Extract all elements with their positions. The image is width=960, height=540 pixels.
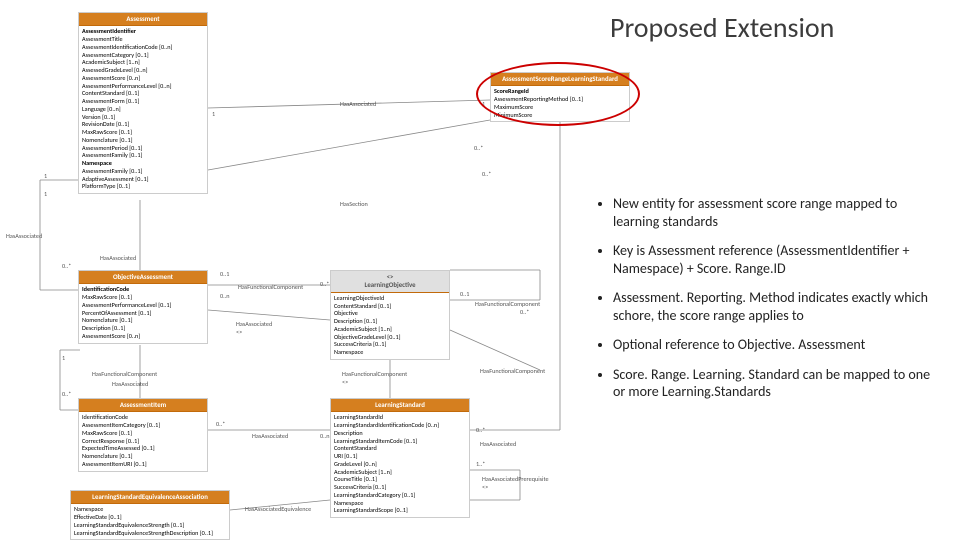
conn-label: 1 [62, 354, 65, 362]
entity-item: AssessmentItemIdentificationCodeAssessme… [78, 398, 208, 472]
conn-label: HasFunctionalComponent [92, 370, 157, 378]
conn-label: 0..* [62, 390, 71, 398]
entity-attr: LearningStandardScope [0..1] [334, 507, 466, 515]
entity-header: Assessment [79, 13, 207, 26]
bullet-item: Assessment. Reporting. Method indicates … [613, 289, 945, 324]
entity-header: ObjectiveAssessment [79, 271, 207, 284]
conn-label: 0..* [482, 170, 491, 178]
bullet-item: Score. Range. Learning. Standard can be … [613, 366, 945, 401]
conn-label: 0..* [476, 426, 485, 434]
bullet-list: New entity for assessment score range ma… [595, 195, 945, 413]
conn-label: 0..1 [460, 290, 469, 298]
conn-label: HasFunctionalComponent [238, 283, 303, 291]
highlight-ellipse [476, 62, 640, 126]
conn-label: HasAssociated [340, 100, 376, 108]
entity-attr: LearningStandardEquivalenceStrengthDescr… [74, 530, 226, 538]
entity-body: LearningStandardIdLearningStandardIdenti… [331, 412, 469, 517]
conn-label: HasAssociated [252, 432, 288, 440]
entity-header: <>LearningObjective [331, 271, 449, 293]
conn-label: HasFunctionalComponent [480, 367, 545, 375]
entity-header: LearningStandardEquivalenceAssociation [71, 491, 229, 504]
entity-learningstd: LearningStandardLearningStandardIdLearni… [330, 398, 470, 518]
entity-body: IdentificationCodeMaxRawScore [0..1]Asse… [79, 284, 207, 342]
conn-label: HasAssociated [480, 440, 516, 448]
entity-equiv: LearningStandardEquivalenceAssociationNa… [70, 490, 230, 540]
entity-header: AssessmentItem [79, 399, 207, 412]
bullet-item: New entity for assessment score range ma… [613, 195, 945, 230]
conn-label: HasAssociated [6, 232, 42, 240]
entity-assessment: AssessmentAssessmentIdentifierAssessment… [78, 12, 208, 194]
entity-body: LearningObjectiveIdContentStandard [0..1… [331, 293, 449, 359]
conn-label: 0..n [320, 432, 330, 440]
entity-body: AssessmentIdentifierAssessmentTitleAsses… [79, 26, 207, 193]
entity-body: NamespaceEffectiveDate [0..1]LearningSta… [71, 504, 229, 539]
bullet-item: Key is Assessment reference (AssessmentI… [613, 242, 945, 277]
conn-label: 0..n [220, 292, 230, 300]
entity-learningobj: <>LearningObjectiveLearningObjectiveIdCo… [330, 270, 450, 360]
entity-attr: AssessmentItemURI [0..1] [82, 461, 204, 469]
conn-label: 1 [44, 190, 47, 198]
conn-label: HasSection [340, 200, 368, 208]
conn-label: 0..* [320, 280, 329, 288]
page-title: Proposed Extension [610, 10, 834, 45]
conn-label: HasAssociated [112, 380, 148, 388]
entity-header: LearningStandard [331, 399, 469, 412]
conn-label: HasFunctionalComponent<> [342, 370, 407, 386]
conn-label: HasAssociated [100, 254, 136, 262]
conn-label: 1 [212, 110, 215, 118]
bullet-item: Optional reference to Objective. Assessm… [613, 336, 945, 354]
conn-label: 0..* [62, 262, 71, 270]
entity-attr: PlatformType [0..1] [82, 183, 204, 191]
conn-label: HasAssociated<> [236, 320, 272, 336]
conn-label: 0..* [216, 420, 225, 428]
entity-body: IdentificationCodeAssessmentItemCategory… [79, 412, 207, 470]
conn-label: HasFunctionalComponent [475, 300, 540, 308]
entity-attr: AssessmentScore [0..n] [82, 333, 204, 341]
conn-label: HasAssociatedEquivalence [245, 505, 311, 513]
conn-label: 1..* [476, 460, 485, 468]
conn-label: 0..* [474, 144, 483, 152]
conn-label: 0..1 [220, 270, 229, 278]
conn-label: HasAssociatedPrerequisite<> [482, 475, 549, 491]
entity-attr: Namespace [334, 349, 446, 357]
entity-objective: ObjectiveAssessmentIdentificationCodeMax… [78, 270, 208, 344]
conn-label: 1 [44, 172, 47, 180]
conn-label: 0..* [520, 308, 529, 316]
